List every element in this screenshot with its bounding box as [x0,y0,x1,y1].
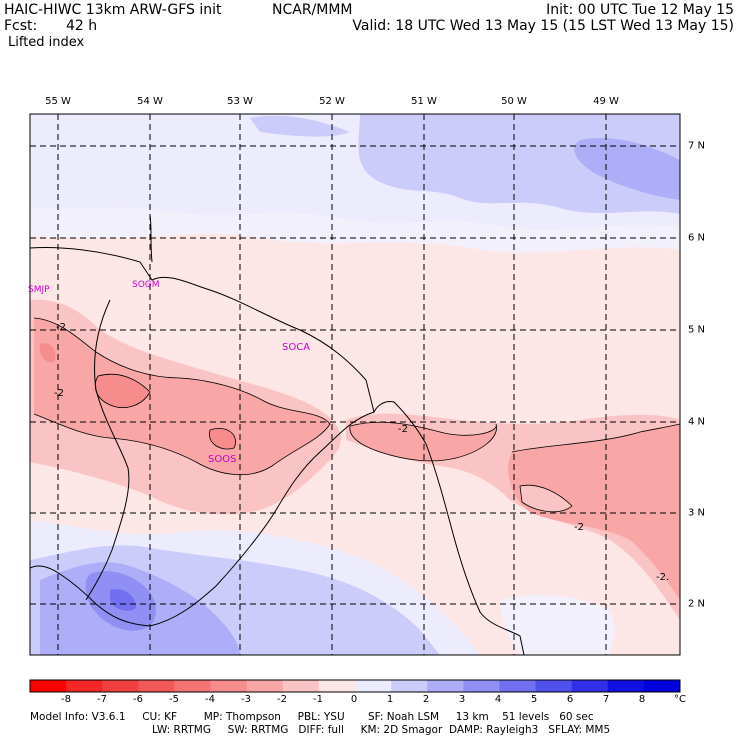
colorbar-label: 8 [638,694,646,705]
field-zone-unstable [95,374,150,408]
model-info-line-2: LW: RRTMG SW: RRTMG DIFF: full KM: 2D Sm… [152,724,611,736]
field-zone-unstable [39,343,56,363]
colorbar-swatch [210,680,248,692]
colorbar-label: -3 [241,694,251,705]
colorbar-swatch [607,680,645,692]
valid-time: Valid: 18 UTC Wed 13 May 15 (15 LST Wed … [352,18,734,34]
station-label: SOOS [208,454,236,465]
field-zone-stable [250,115,350,137]
init-time: Init: 00 UTC Tue 12 May 15 [546,2,734,18]
field-zone-unstable [34,318,330,475]
lat-label: 2 N [688,598,706,610]
lat-label: 7 N [688,140,706,152]
contour-label: -2 [54,388,64,399]
colorbar-label: -7 [97,694,107,705]
forecast-label: Fcst: [4,18,38,34]
field-name: Lifted index [8,35,85,50]
colorbar-label: 0 [350,694,358,705]
colorbar-swatch [138,680,175,692]
colorbar-label: -8 [61,694,71,705]
org-label: NCAR/MMM [272,2,353,18]
field-zone-stable [110,589,136,611]
colorbar-swatch [499,680,537,692]
station-label: SMJP [28,285,50,295]
lon-label: 50 W [501,96,527,107]
contour-label: -2 [398,424,408,435]
lat-label: 3 N [688,507,706,519]
colorbar-label: 3 [458,694,466,705]
coastlines-borders [30,214,525,655]
colorbar-swatch [66,680,103,692]
colorbar-swatch [30,680,67,692]
model-info-line-1: Model Info: V3.6.1 CU: KF MP: Thompson P… [30,711,594,723]
colorbar [29,679,681,693]
lat-label: 4 N [688,416,706,428]
colorbar-swatch [174,680,212,692]
map-frame [29,113,681,656]
contour-label: -2 [56,322,66,333]
field-zone-unstable [349,422,497,461]
lon-label: 54 W [137,96,163,107]
colorbar-swatch [391,680,428,692]
lon-label: 53 W [227,96,253,107]
lon-label: 49 W [593,96,619,107]
colorbar-unit: °C [674,694,686,705]
shaded-field [30,114,680,655]
station-label: SOCA [282,342,310,353]
colorbar-swatch [427,680,464,692]
map-title: HAIC-HIWC 13km ARW-GFS init [4,2,222,18]
colorbar-label: 4 [494,694,502,705]
colorbar-label: -6 [133,694,143,705]
colorbar-swatch [246,680,284,692]
contour-lines [33,317,680,513]
colorbar-swatch [643,680,681,692]
colorbar-label: -1 [313,694,323,705]
field-zone-unstable [508,424,680,600]
lat-label: 5 N [688,324,706,336]
colorbar-label: 1 [386,694,394,705]
contour-label: -2. [656,572,669,583]
lat-label: 6 N [688,232,706,244]
field-zone-stable [500,595,615,655]
contour-label: -2 [574,522,584,533]
lon-label: 55 W [45,96,71,107]
colorbar-label: -2 [277,694,287,705]
colorbar-swatch [282,680,320,692]
station-label: SOGM [132,280,160,290]
colorbar-label: 6 [566,694,574,705]
lat-lon-grid [30,114,680,655]
colorbar-frame [29,679,681,693]
colorbar-swatch [318,680,356,692]
colorbar-swatch [535,680,573,692]
colorbar-label: 7 [602,694,610,705]
forecast-hour: 42 h [66,18,98,34]
lon-label: 51 W [411,96,437,107]
colorbar-label: 2 [422,694,430,705]
colorbar-label: 5 [530,694,538,705]
colorbar-swatch [571,680,609,692]
field-zone-stable [574,138,680,200]
field-zone-unstable [520,485,572,512]
field-zone-unstable [209,428,236,450]
lon-label: 52 W [319,96,345,107]
colorbar-label: -4 [205,694,215,705]
colorbar-swatch [355,680,392,692]
colorbar-swatch [102,680,139,692]
colorbar-swatch [463,680,500,692]
colorbar-label: -5 [169,694,179,705]
